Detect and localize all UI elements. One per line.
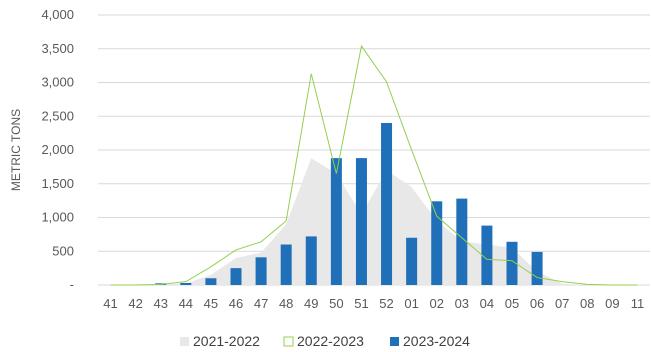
x-tick-label: 06	[530, 296, 544, 311]
x-tick-label: 02	[429, 296, 443, 311]
legend-label: 2022-2023	[297, 333, 364, 349]
bar-2023-2024	[381, 123, 393, 285]
line-2022-2023	[110, 44, 638, 286]
x-tick-label: 47	[254, 296, 268, 311]
area-series-layer	[110, 158, 638, 285]
x-tick-label: 43	[153, 296, 167, 311]
bar-2023-2024	[305, 236, 317, 285]
x-tick-label: 51	[354, 296, 368, 311]
bar-2023-2024	[205, 278, 217, 285]
legend-label: 2023-2024	[403, 333, 470, 349]
legend-label: 2021-2022	[193, 333, 260, 349]
x-tick-label: 05	[505, 296, 519, 311]
y-tick-label: 1,500	[41, 176, 74, 191]
x-tick-label: 52	[379, 296, 393, 311]
x-tick-label: 46	[229, 296, 243, 311]
bar-2023-2024	[255, 257, 267, 285]
y-tick-label: 2,000	[41, 142, 74, 157]
y-tick-label: 500	[52, 243, 74, 258]
x-tick-label: 07	[555, 296, 569, 311]
bar-2023-2024	[431, 201, 443, 285]
legend-swatch-line	[283, 336, 294, 347]
x-tick-label: 42	[128, 296, 142, 311]
bar-2023-2024	[230, 268, 242, 285]
legend-swatch-area	[180, 337, 189, 346]
y-tick-label: 1,000	[41, 210, 74, 225]
line-series-layer	[110, 44, 638, 286]
x-tick-label: 04	[480, 296, 494, 311]
bar-2023-2024	[481, 225, 493, 285]
x-tick-label: 11	[631, 296, 645, 311]
legend: 2021-2022 2022-2023 2023-2024	[180, 333, 470, 349]
y-axis-title: METRIC TONS	[9, 109, 23, 191]
legend-swatch-bar	[390, 337, 399, 346]
x-tick-label: 09	[605, 296, 619, 311]
bar-2023-2024	[280, 244, 292, 285]
x-tick-label: 41	[103, 296, 117, 311]
bar-2023-2024	[355, 158, 367, 285]
gridlines	[98, 14, 650, 286]
x-axis-tick-labels: 41 42 43 44 45 46 47 48 49 50 51 52 01 02 03 04 05 06 07 08…	[103, 296, 644, 311]
x-tick-label: 49	[304, 296, 318, 311]
x-tick-label: 01	[404, 296, 418, 311]
y-tick-label: 3,500	[41, 41, 74, 56]
bar-series-layer	[155, 123, 543, 285]
y-tick-label: -	[70, 277, 74, 292]
x-tick-label: 50	[329, 296, 343, 311]
area-2021-2022	[110, 158, 638, 285]
bar-2023-2024	[180, 282, 192, 285]
bar-2023-2024	[456, 198, 468, 285]
y-tick-label: 4,000	[41, 7, 74, 22]
x-tick-label: 03	[455, 296, 469, 311]
x-tick-label: 08	[580, 296, 594, 311]
x-tick-label: 48	[279, 296, 293, 311]
bar-2023-2024	[531, 251, 543, 285]
x-tick-label: 44	[179, 296, 193, 311]
bar-2023-2024	[330, 158, 342, 285]
bar-2023-2024	[406, 237, 418, 285]
y-axis-tick-labels: - 500 1,000 1,500 2,000 2,500 3,000 3,500 4,000	[41, 7, 74, 292]
y-tick-label: 3,000	[41, 75, 74, 90]
y-tick-label: 2,500	[41, 108, 74, 123]
bar-2023-2024	[506, 241, 518, 285]
x-tick-label: 45	[204, 296, 218, 311]
